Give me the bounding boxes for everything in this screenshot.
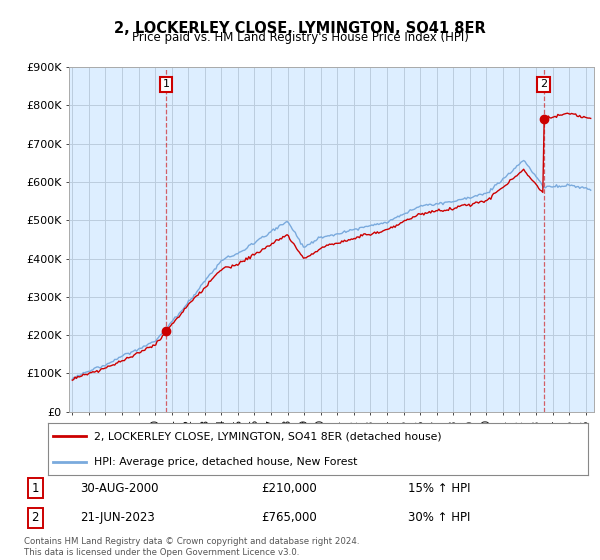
- Text: 15% ↑ HPI: 15% ↑ HPI: [407, 482, 470, 495]
- Text: 2: 2: [540, 80, 547, 90]
- Text: 1: 1: [32, 482, 39, 495]
- Text: £765,000: £765,000: [261, 511, 317, 524]
- Text: 1: 1: [163, 80, 169, 90]
- Text: 30-AUG-2000: 30-AUG-2000: [80, 482, 159, 495]
- Text: 2, LOCKERLEY CLOSE, LYMINGTON, SO41 8ER: 2, LOCKERLEY CLOSE, LYMINGTON, SO41 8ER: [114, 21, 486, 36]
- Text: 30% ↑ HPI: 30% ↑ HPI: [407, 511, 470, 524]
- Text: Contains HM Land Registry data © Crown copyright and database right 2024.
This d: Contains HM Land Registry data © Crown c…: [24, 537, 359, 557]
- Text: 2, LOCKERLEY CLOSE, LYMINGTON, SO41 8ER (detached house): 2, LOCKERLEY CLOSE, LYMINGTON, SO41 8ER …: [94, 431, 442, 441]
- Text: £210,000: £210,000: [261, 482, 317, 495]
- Text: 21-JUN-2023: 21-JUN-2023: [80, 511, 155, 524]
- Text: 2: 2: [32, 511, 39, 524]
- Text: Price paid vs. HM Land Registry's House Price Index (HPI): Price paid vs. HM Land Registry's House …: [131, 31, 469, 44]
- Text: HPI: Average price, detached house, New Forest: HPI: Average price, detached house, New …: [94, 457, 357, 467]
